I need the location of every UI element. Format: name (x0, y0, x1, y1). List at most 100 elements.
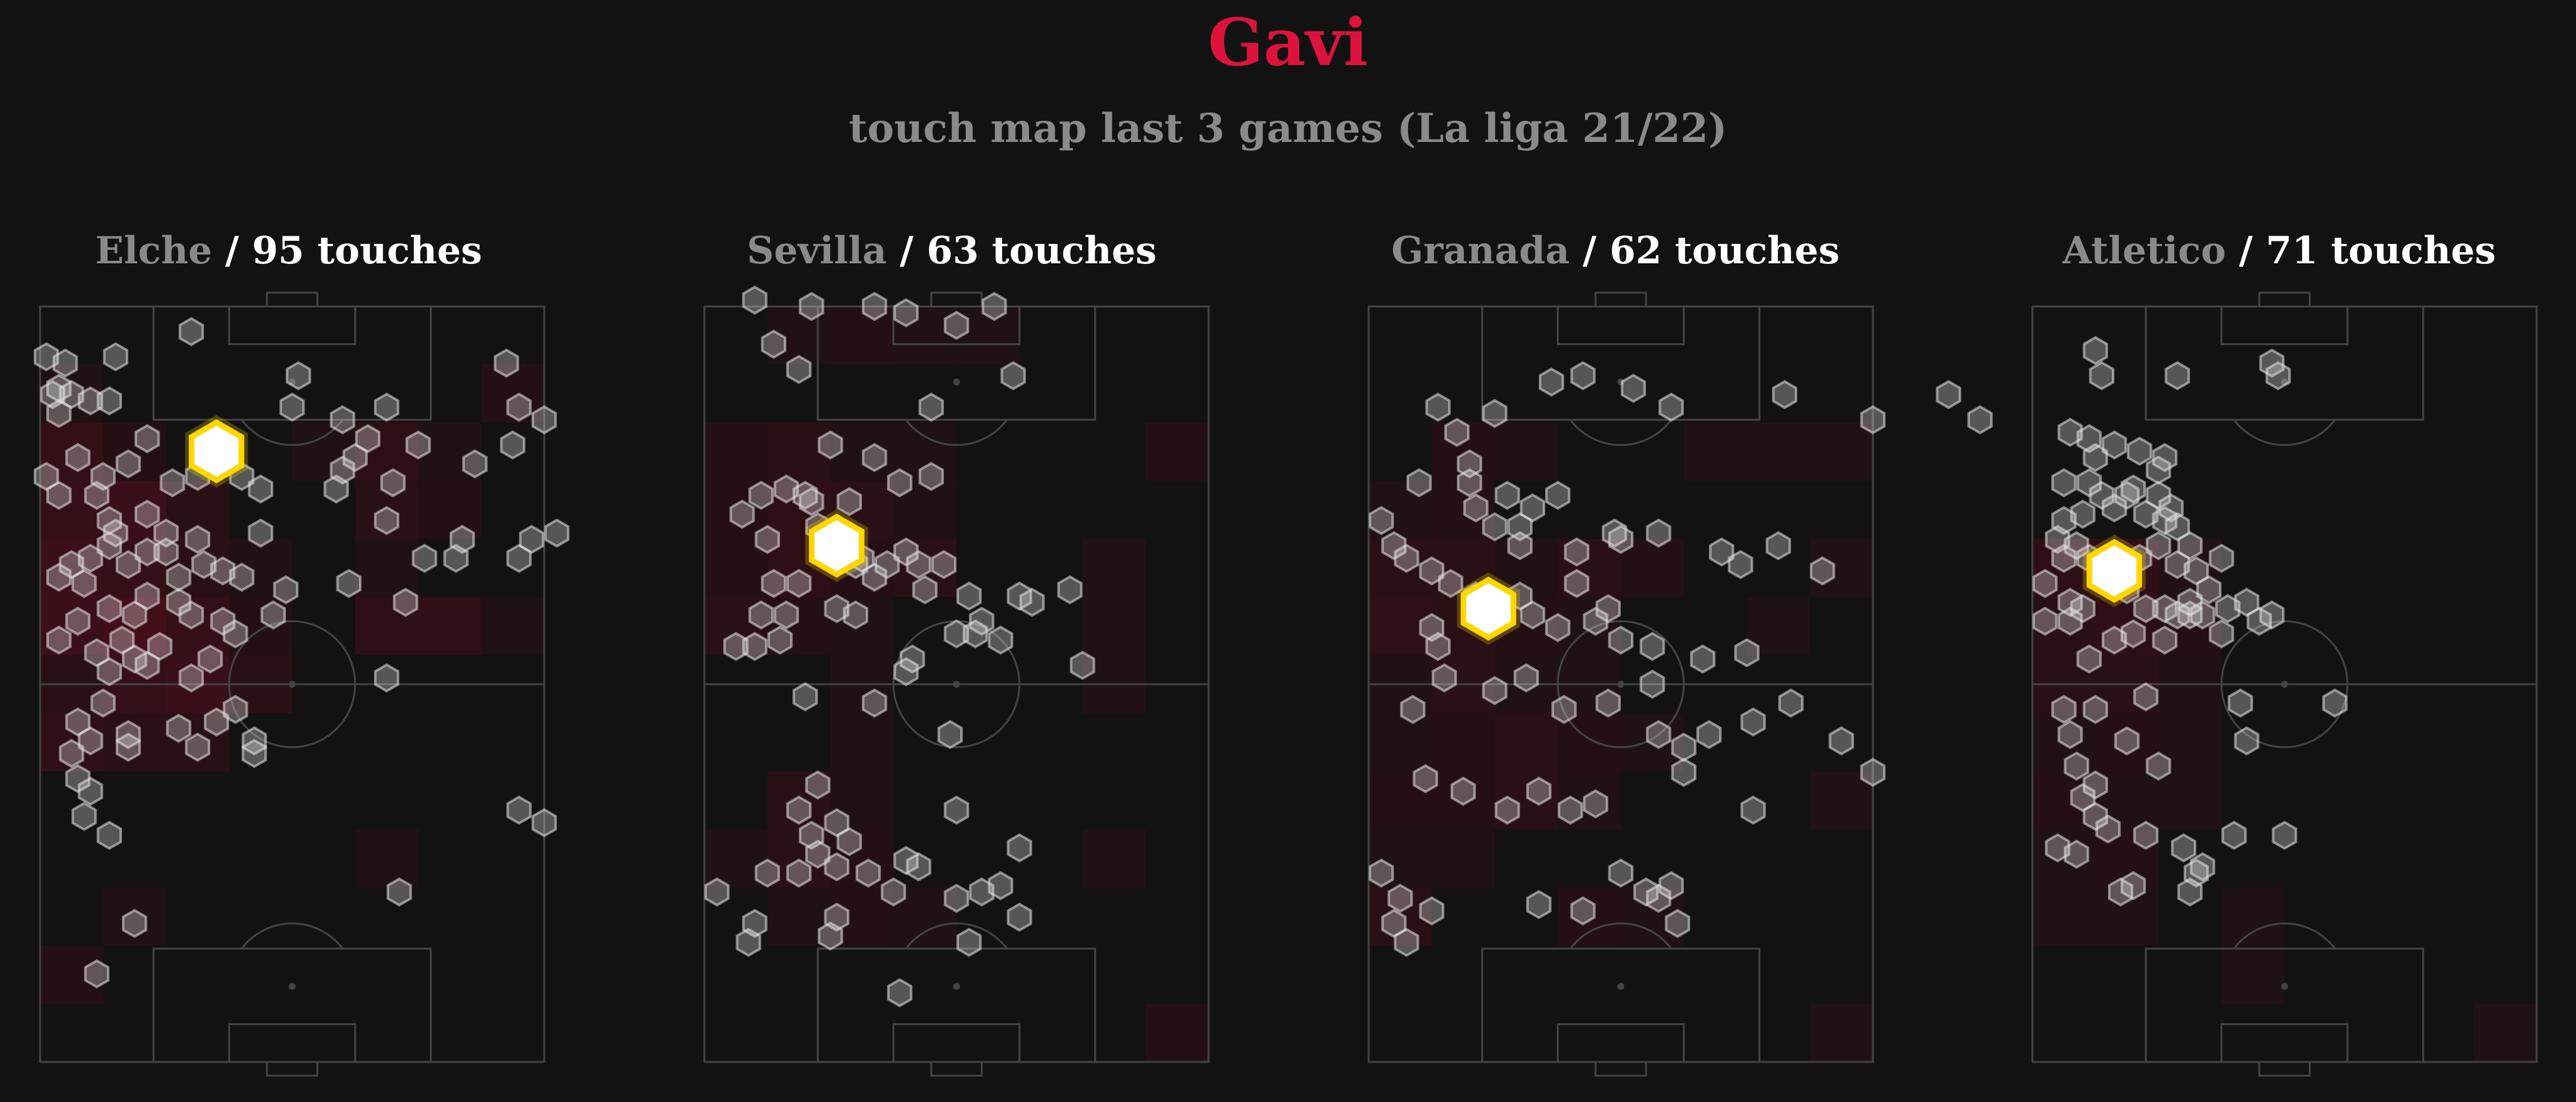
touch-marker (1608, 858, 1634, 888)
touch-marker (1646, 720, 1671, 749)
touch-marker (1545, 613, 1571, 642)
touch-marker (1526, 889, 1552, 919)
touch-marker (2057, 606, 2083, 636)
heatmap-cell (1145, 1004, 1209, 1062)
heatmap-cell (704, 538, 768, 597)
touch-marker (59, 739, 84, 769)
touch-marker (1583, 606, 1608, 636)
heatmap-cell (704, 480, 768, 539)
touch-marker (1431, 663, 1458, 693)
touch-count: 95 (251, 229, 305, 273)
penalty-box-bottom (1481, 948, 1761, 1063)
touch-marker (78, 386, 103, 416)
touch-marker (1000, 361, 1026, 391)
heatmap-cell (418, 480, 482, 539)
touch-marker (969, 877, 995, 907)
touch-marker (134, 424, 160, 453)
touch-marker (185, 732, 211, 762)
touch-marker (1545, 480, 1571, 510)
touch-marker (2057, 417, 2083, 447)
touch-marker (1564, 569, 1590, 599)
touch-marker (121, 909, 148, 938)
touch-marker (1494, 795, 1520, 825)
six-yard-box-bottom (2220, 1023, 2349, 1063)
touch-marker (843, 600, 868, 630)
touch-marker (1646, 518, 1671, 548)
penalty-arc-top (2233, 419, 2336, 446)
touch-marker (178, 600, 204, 630)
goal-bottom (930, 1061, 983, 1077)
heatmap-cell (1082, 829, 1146, 888)
touch-marker (861, 291, 888, 321)
touch-marker (2171, 833, 2196, 863)
touch-marker (405, 430, 431, 460)
touch-marker (988, 871, 1013, 901)
touch-marker (2164, 361, 2190, 391)
touch-marker (1860, 405, 1886, 435)
centre-spot (2281, 680, 2288, 688)
touch-marker (943, 883, 970, 913)
touch-marker (197, 644, 223, 674)
touch-marker (2064, 839, 2089, 869)
touch-marker (2152, 625, 2178, 655)
touch-marker (178, 316, 204, 346)
goal-top (2258, 291, 2311, 308)
centre-spot (953, 680, 960, 688)
touch-marker (1583, 789, 1608, 819)
touch-marker (836, 827, 862, 857)
touch-marker (1640, 632, 1665, 661)
touch-marker (273, 575, 299, 605)
panel-title-2: Sevilla / 63 touches (619, 228, 1284, 273)
heatmap-cell (1431, 829, 1495, 888)
touch-marker (506, 795, 532, 825)
touch-marker (1551, 694, 1577, 724)
touch-marker (1539, 367, 1564, 397)
touch-marker (1482, 398, 1508, 428)
touch-marker (1740, 707, 1766, 737)
touch-marker (918, 392, 944, 422)
heatmap-cell (2158, 771, 2222, 830)
touch-marker (134, 581, 160, 611)
six-yard-box-top (2220, 305, 2349, 345)
touch-marker (506, 392, 532, 422)
heatmap-cell (103, 713, 166, 772)
touch-marker (166, 562, 191, 592)
touch-marker (1671, 757, 1696, 787)
heatmap-cell (1683, 422, 1747, 481)
touch-marker (1709, 537, 1735, 567)
touch-marker (531, 405, 557, 435)
penalty-arc-bottom (2233, 923, 2336, 949)
heatmap-cell (1431, 422, 1495, 481)
touch-marker (824, 594, 849, 624)
heatmap-cell (2095, 597, 2159, 655)
touch-marker (1457, 449, 1483, 479)
touch-marker (241, 739, 267, 769)
touch-marker (1482, 675, 1508, 705)
touch-marker (53, 348, 78, 378)
opponent-name: Atletico (2062, 229, 2226, 273)
touch-marker (906, 550, 931, 580)
touch-marker (336, 569, 362, 599)
touch-marker (210, 556, 236, 586)
six-yard-box-bottom (892, 1023, 1021, 1063)
goal-bottom (1595, 1061, 1647, 1077)
pitch-chart-2 (703, 285, 1210, 1077)
touch-marker (2209, 619, 2234, 649)
touch-marker (96, 386, 122, 416)
touch-marker (160, 468, 185, 498)
touch-marker (799, 291, 824, 321)
pitch-chart-1 (33, 291, 570, 1077)
touch-marker (2089, 361, 2114, 391)
penalty-spot-bottom (1617, 983, 1625, 990)
heatmap-cell (767, 771, 831, 830)
touch-marker (279, 392, 305, 422)
penalty-arc-top (1569, 419, 1672, 446)
opponent-name: Granada (1391, 229, 1570, 273)
heatmap (1369, 422, 1874, 1062)
touch-marker (1778, 688, 1804, 718)
touch-marker (1394, 543, 1419, 574)
heatmap-cell (2473, 1004, 2537, 1062)
touch-marker (2082, 770, 2108, 800)
heatmap-cell (1369, 829, 1432, 888)
centre-spot (1617, 680, 1625, 688)
